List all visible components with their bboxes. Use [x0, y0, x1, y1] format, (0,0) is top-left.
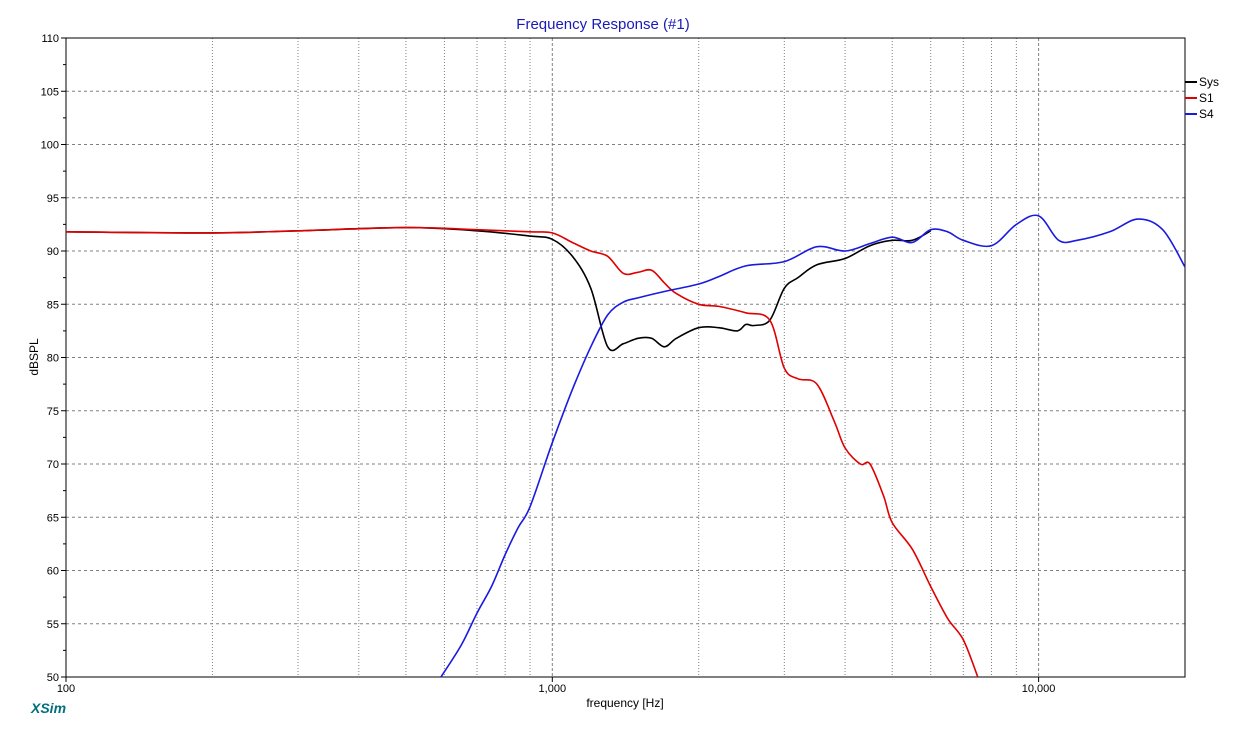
y-tick-label: 55	[47, 619, 59, 631]
legend-label-s1: S1	[1199, 91, 1214, 105]
x-tick-label: 100	[57, 683, 75, 695]
y-tick-label: 80	[47, 353, 59, 365]
chart-title: Frequency Response (#1)	[516, 16, 689, 33]
grid-lines	[66, 38, 1185, 677]
y-tick-label: 105	[41, 86, 59, 98]
series-line-sys	[65, 226, 932, 352]
x-tick-label: 1,000	[539, 683, 567, 695]
xsim-brand-logo: XSim	[30, 700, 66, 716]
y-axis-ticks: 50 55 60 65 70 75 80 85 90 95 100 105 110	[41, 33, 66, 684]
y-tick-label: 90	[47, 246, 59, 258]
y-axis-label: dBSPL	[27, 338, 41, 376]
legend-label-sys: Sys	[1199, 75, 1219, 89]
y-tick-label: 75	[47, 406, 59, 418]
y-tick-label: 60	[47, 566, 59, 578]
y-tick-label: 95	[47, 193, 59, 205]
x-axis-label: frequency [Hz]	[586, 696, 663, 710]
y-tick-label: 70	[47, 459, 59, 471]
legend: Sys S1 S4	[1185, 75, 1219, 121]
legend-label-s4: S4	[1199, 107, 1214, 121]
y-tick-label: 50	[47, 672, 59, 684]
series-line-s1	[65, 226, 979, 678]
x-axis-ticks: 100 1,000 10,000	[57, 677, 1056, 695]
series-lines	[65, 214, 1186, 678]
series-line-s4	[440, 214, 1186, 678]
y-tick-label: 110	[41, 33, 59, 45]
y-tick-label: 85	[47, 299, 59, 311]
y-tick-label: 100	[41, 140, 59, 152]
x-tick-label: 10,000	[1022, 683, 1056, 695]
y-tick-label: 65	[47, 512, 59, 524]
